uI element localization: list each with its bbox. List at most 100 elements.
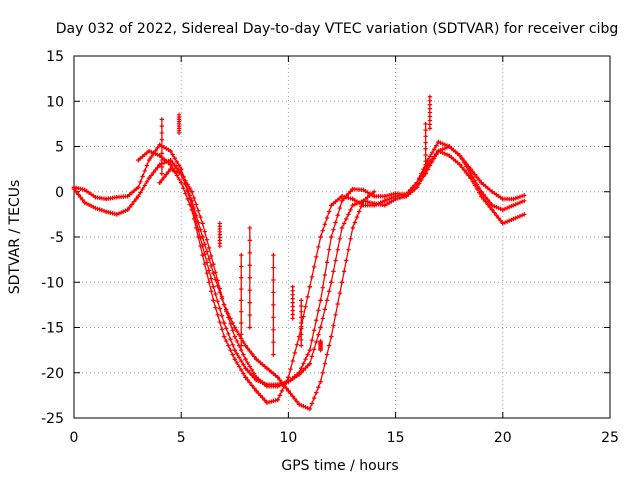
data-point [487, 204, 493, 210]
data-point [344, 258, 349, 263]
data-point [247, 238, 253, 243]
data-point [384, 197, 390, 203]
data-point [187, 185, 192, 191]
data-point [414, 180, 420, 185]
data-point [275, 384, 280, 389]
data-point [101, 208, 107, 214]
data-point [256, 391, 261, 396]
data-point [144, 163, 150, 168]
data-point [296, 402, 302, 407]
data-point [129, 202, 135, 207]
data-point [209, 276, 214, 281]
data-point [157, 180, 162, 185]
data-point [296, 334, 302, 339]
data-point [198, 227, 203, 232]
x-tick-label: 15 [387, 430, 405, 446]
data-point [127, 204, 132, 210]
data-point [479, 180, 484, 185]
data-point [95, 206, 100, 211]
data-point [457, 162, 463, 167]
data-point [374, 202, 379, 207]
spike [159, 117, 165, 176]
data-point [290, 358, 295, 364]
data-point [492, 204, 497, 209]
data-point [204, 237, 210, 242]
y-tick-label: -20 [41, 366, 64, 382]
data-point [194, 202, 199, 207]
spike [247, 225, 253, 330]
data-point [200, 252, 205, 258]
data-point [172, 163, 177, 168]
data-point [427, 94, 433, 99]
data-point [221, 302, 227, 308]
data-point [474, 186, 480, 192]
data-point [215, 278, 220, 283]
data-point [172, 156, 177, 161]
data-point [146, 157, 152, 163]
data-point [170, 152, 175, 157]
data-point [423, 140, 428, 145]
data-point [219, 327, 225, 332]
data-point [311, 264, 317, 270]
data-point [103, 196, 109, 202]
data-point [305, 363, 310, 369]
data-point [271, 265, 276, 270]
data-point [303, 365, 308, 371]
data-point [382, 194, 388, 199]
data-point [232, 325, 237, 330]
data-point [320, 316, 325, 321]
data-point [479, 194, 484, 199]
data-point [125, 194, 130, 199]
data-point [322, 222, 328, 227]
data-point [99, 208, 105, 213]
data-point [498, 206, 503, 212]
data-point [350, 225, 355, 231]
data-point [144, 179, 150, 184]
y-tick-label: 15 [46, 49, 64, 65]
data-point [320, 228, 325, 233]
data-point [153, 167, 158, 173]
data-point [290, 284, 295, 289]
data-point [239, 252, 244, 258]
data-point [189, 207, 195, 213]
data-point [290, 304, 295, 309]
data-point [462, 160, 467, 165]
data-point [404, 192, 409, 197]
data-point [299, 315, 304, 320]
data-point [489, 207, 495, 213]
data-point [489, 189, 495, 194]
data-point [155, 145, 160, 150]
data-point [114, 212, 120, 217]
data-point [427, 122, 433, 127]
data-point [202, 229, 207, 234]
data-point [290, 316, 295, 321]
x-tick-label: 0 [70, 430, 79, 446]
data-point [507, 204, 512, 210]
data-point [275, 375, 280, 380]
data-point [331, 227, 336, 232]
data-point [251, 385, 257, 391]
spike [239, 252, 244, 348]
data-point [464, 170, 469, 175]
data-point [292, 396, 298, 402]
data-point [247, 250, 253, 256]
data-point [324, 298, 330, 303]
data-point [198, 243, 203, 249]
data-point [140, 186, 145, 192]
data-point [161, 175, 167, 180]
data-point [320, 285, 325, 290]
data-point [436, 139, 441, 145]
data-point [271, 252, 276, 258]
data-point [504, 219, 510, 224]
data-point [380, 199, 385, 204]
data-point [335, 213, 340, 218]
data-point [159, 130, 165, 136]
data-point [303, 404, 308, 410]
data-point [200, 221, 205, 226]
data-point [241, 362, 246, 367]
data-point [434, 143, 439, 148]
data-point [314, 318, 319, 323]
grid-lines [74, 56, 610, 418]
data-point [168, 148, 173, 154]
data-point [288, 366, 293, 372]
